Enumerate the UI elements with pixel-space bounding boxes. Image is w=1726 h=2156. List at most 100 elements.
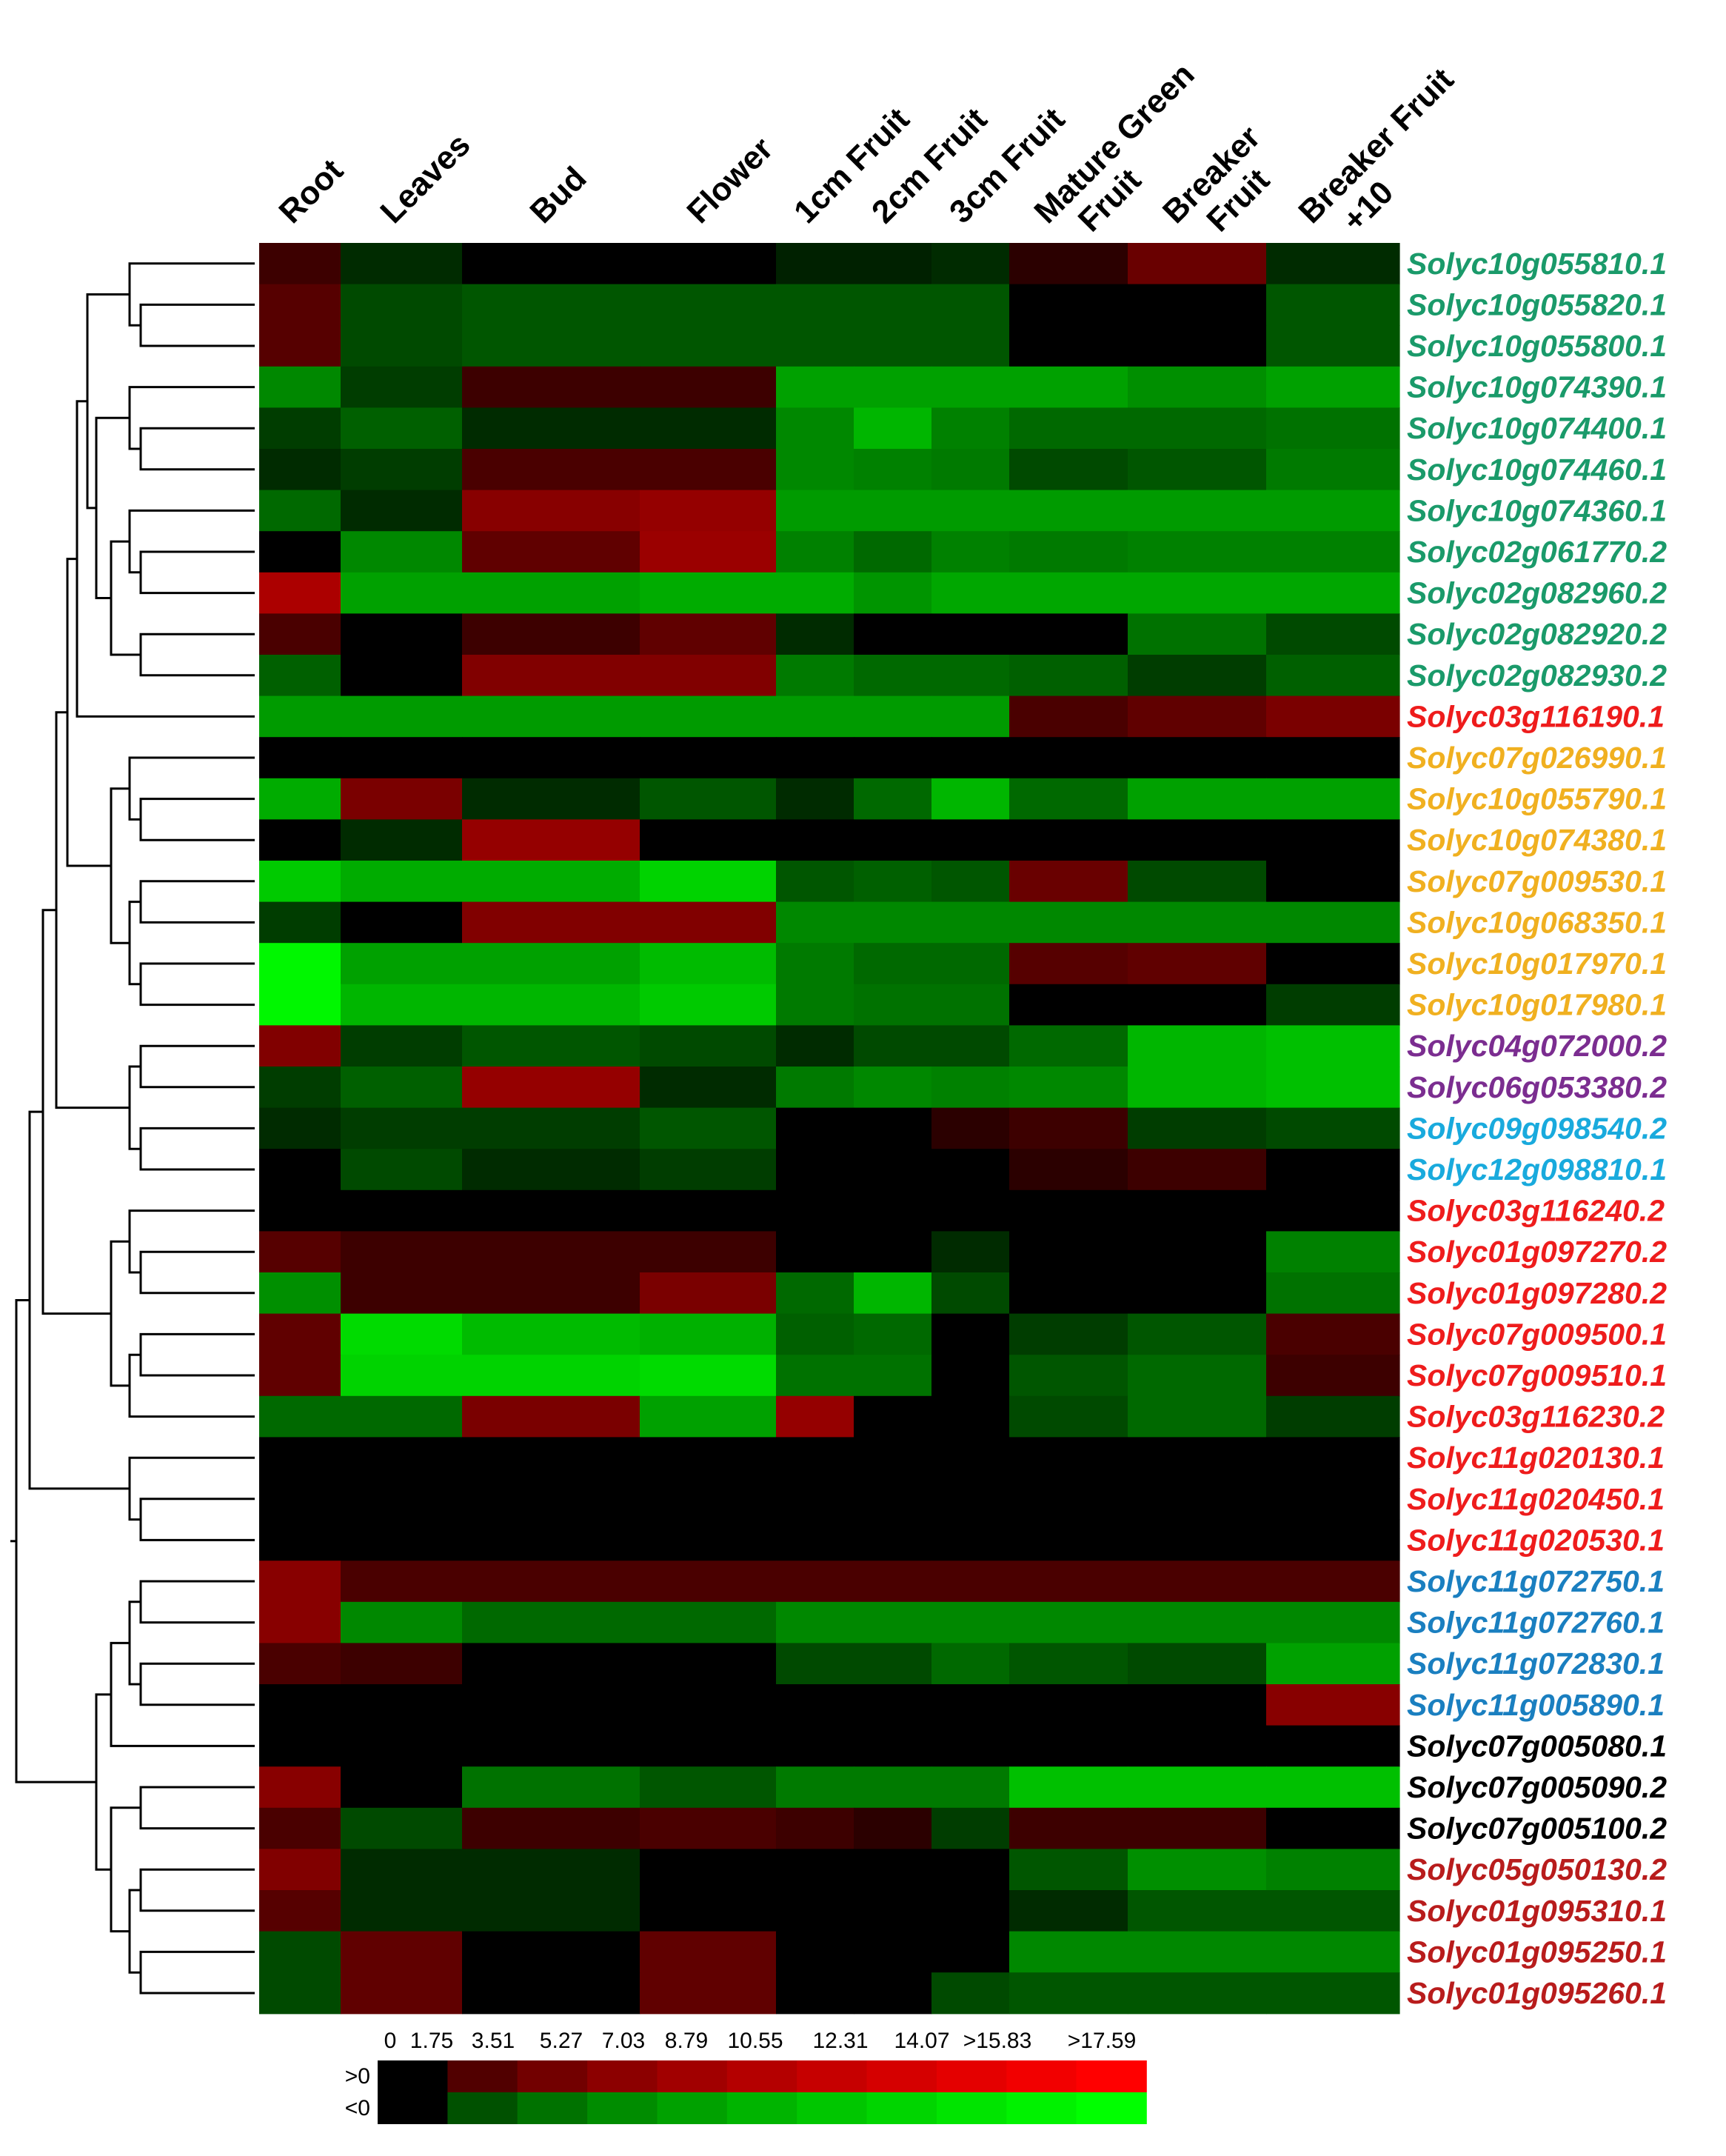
heatmap-cell (341, 1972, 463, 2015)
heatmap-cell (931, 1725, 1010, 1767)
heatmap-cell (1128, 284, 1267, 326)
heatmap-cell (259, 613, 341, 655)
heatmap-cell (1128, 243, 1267, 285)
heatmap-cell (1009, 1189, 1128, 1232)
heatmap-cell (1266, 1437, 1400, 1479)
heatmap-cell (854, 655, 932, 697)
heatmap-cell (640, 1437, 777, 1479)
heatmap-cell (1266, 284, 1400, 326)
heatmap-cell (462, 1478, 640, 1521)
heatmap-cell (462, 984, 640, 1026)
heatmap-cell (1009, 1025, 1128, 1067)
heatmap-cell (931, 901, 1010, 944)
heatmap-cell (462, 1189, 640, 1232)
gene-label: Solyc02g082920.2 (1407, 617, 1667, 651)
heatmap-cell (931, 1890, 1010, 1932)
heatmap-cell (259, 1972, 341, 2015)
heatmap-cell (640, 1067, 777, 1109)
legend-tick-label: 8.79 (665, 2029, 708, 2053)
heatmap-cell (854, 243, 932, 285)
heatmap-cell (640, 1601, 777, 1643)
dendrogram-branch (128, 756, 255, 821)
gene-label: Solyc07g009530.1 (1407, 864, 1667, 898)
heatmap-cell (462, 1231, 640, 1273)
heatmap-cell (341, 1025, 463, 1067)
heatmap-cell (341, 943, 463, 985)
gene-label: Solyc05g050130.2 (1407, 1852, 1667, 1886)
legend-tick-label: >15.83 (963, 2029, 1032, 2053)
heatmap-cell (462, 943, 640, 985)
heatmap-cell (776, 449, 854, 491)
dendrogram-branch (139, 798, 255, 841)
heatmap-cell (931, 366, 1010, 408)
heatmap-cell (640, 531, 777, 573)
heatmap-cell (1128, 1355, 1267, 1397)
heatmap-cell (1128, 1107, 1267, 1149)
heatmap-cell (259, 1355, 341, 1397)
heatmap-cell (776, 861, 854, 903)
heatmap-cell (1266, 984, 1400, 1026)
heatmap-cell (259, 778, 341, 820)
heatmap-cell (259, 449, 341, 491)
heatmap-cell (640, 1025, 777, 1067)
heatmap-cell (462, 1890, 640, 1932)
heatmap-cell (931, 1601, 1010, 1643)
dendrogram-branch (15, 1299, 96, 1783)
heatmap-cell (1009, 613, 1128, 655)
heatmap-cell (776, 1766, 854, 1809)
heatmap-cell (640, 1231, 777, 1273)
heatmap-cell (462, 366, 640, 408)
heatmap-cell (259, 1725, 341, 1767)
heatmap-cell (1009, 449, 1128, 491)
heatmap-cell (931, 1643, 1010, 1685)
legend-tick-label: 5.27 (540, 2029, 583, 2053)
heatmap-cell (931, 943, 1010, 985)
gene-label: Solyc01g095260.1 (1407, 1976, 1667, 2010)
heatmap-cell (341, 284, 463, 326)
heatmap-cell (854, 778, 932, 820)
heatmap-cell (341, 1149, 463, 1191)
heatmap-cell (1128, 695, 1267, 738)
column-label-bud: Bud (523, 160, 593, 230)
heatmap-cell (341, 1725, 463, 1767)
heatmap-cell (776, 1478, 854, 1521)
heatmap-cell (341, 1272, 463, 1315)
dendrogram-branch (139, 1580, 255, 1624)
heatmap-cell (341, 1931, 463, 1973)
heatmap-cell (341, 1478, 463, 1521)
heatmap-cell (341, 695, 463, 738)
legend-swatch-negative (517, 2092, 588, 2124)
heatmap-cell (259, 325, 341, 367)
heatmap-cell (1128, 1395, 1267, 1438)
heatmap-cell (854, 449, 932, 491)
heatmap-cell (1266, 861, 1400, 903)
dendrogram-branch (139, 633, 255, 677)
legend-tick-label: 1.75 (410, 2029, 453, 2053)
heatmap-cell (776, 1025, 854, 1067)
heatmap-cell (776, 984, 854, 1026)
heatmap-cell (931, 778, 1010, 820)
heatmap-cell (776, 1601, 854, 1643)
gene-label: Solyc10g055820.1 (1407, 287, 1667, 321)
heatmap-cell (1266, 490, 1400, 532)
heatmap-cell (462, 737, 640, 779)
heatmap-cell (341, 1395, 463, 1438)
heatmap-cell (1009, 695, 1128, 738)
heatmap-cell (776, 1849, 854, 1891)
heatmap-cell (1009, 1601, 1128, 1643)
legend-swatch-negative (447, 2092, 518, 2124)
heatmap-cell (259, 1849, 341, 1891)
heatmap-cell (1128, 531, 1267, 573)
heatmap-cell (259, 695, 341, 738)
heatmap-cell (640, 1355, 777, 1397)
dendrogram-branch (139, 303, 255, 347)
heatmap-cell (1266, 1849, 1400, 1891)
heatmap-cell (462, 613, 640, 655)
heatmap-cell (931, 984, 1010, 1026)
heatmap-cell (776, 407, 854, 450)
heatmap-cell (854, 572, 932, 614)
gene-label: Solyc10g074400.1 (1407, 411, 1667, 445)
dendrogram-branch (139, 1950, 255, 1995)
heatmap-cell (341, 1849, 463, 1891)
heatmap-cell (1128, 1519, 1267, 1561)
